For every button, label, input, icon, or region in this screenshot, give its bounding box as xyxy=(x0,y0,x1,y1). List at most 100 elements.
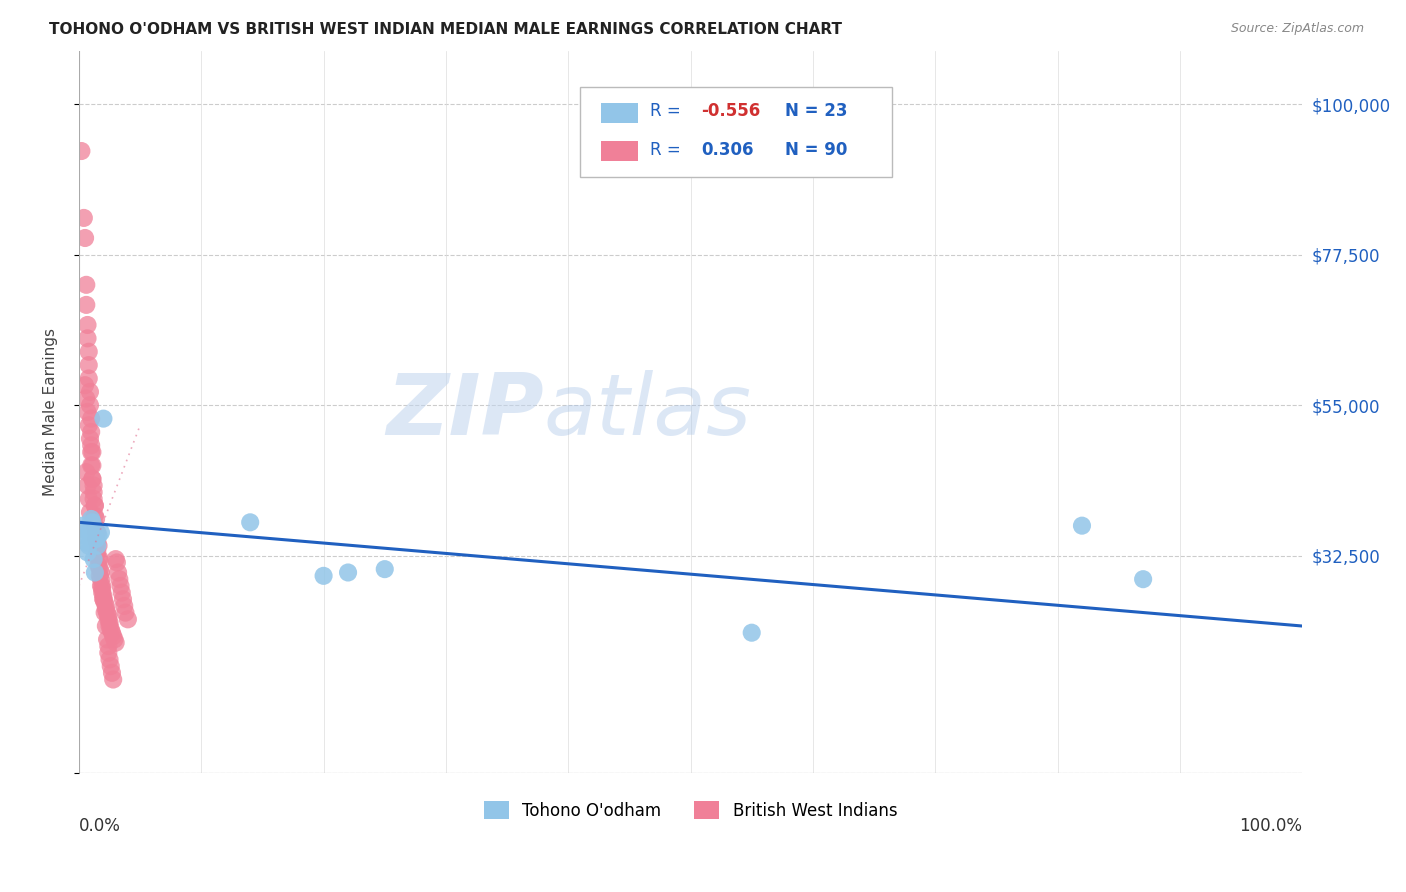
Point xyxy=(741,625,763,640)
Point xyxy=(80,445,103,459)
Point xyxy=(76,405,98,419)
Point xyxy=(117,612,139,626)
Point xyxy=(93,596,115,610)
Point xyxy=(86,535,108,549)
Point xyxy=(83,499,105,513)
Legend: Tohono O'odham, British West Indians: Tohono O'odham, British West Indians xyxy=(477,795,904,826)
Point xyxy=(103,632,125,647)
Point xyxy=(75,231,97,245)
Point xyxy=(79,384,101,399)
Point xyxy=(83,508,105,523)
Point xyxy=(83,518,105,533)
Point xyxy=(82,458,104,473)
Point xyxy=(86,525,108,540)
Point xyxy=(93,592,115,607)
Point xyxy=(101,665,124,680)
Point xyxy=(79,432,101,446)
Text: N = 90: N = 90 xyxy=(785,141,846,159)
Point xyxy=(374,562,396,576)
Bar xyxy=(602,141,638,161)
Text: R =: R = xyxy=(650,102,686,120)
Point xyxy=(105,556,128,570)
Point xyxy=(101,625,124,640)
Point xyxy=(103,629,125,643)
Point xyxy=(90,572,112,586)
Text: -0.556: -0.556 xyxy=(702,102,761,120)
Text: Source: ZipAtlas.com: Source: ZipAtlas.com xyxy=(1230,22,1364,36)
Point xyxy=(107,566,129,580)
Point xyxy=(111,585,134,599)
Point xyxy=(91,582,114,597)
Point xyxy=(93,411,115,425)
Point xyxy=(75,535,97,549)
Point xyxy=(75,298,97,312)
Point xyxy=(83,552,105,566)
Point xyxy=(75,277,97,292)
Point xyxy=(87,558,110,573)
Point xyxy=(77,418,100,433)
Point xyxy=(239,516,262,530)
Point xyxy=(1132,572,1154,586)
Point xyxy=(337,566,360,580)
Text: N = 23: N = 23 xyxy=(785,102,848,120)
Point xyxy=(96,606,118,620)
Point xyxy=(84,525,107,540)
Point xyxy=(77,358,100,372)
Point xyxy=(97,639,120,653)
Point xyxy=(76,478,98,492)
Point xyxy=(94,599,117,613)
Point xyxy=(83,491,105,506)
Point xyxy=(97,612,120,626)
Point xyxy=(76,331,98,345)
Point xyxy=(82,516,104,530)
Point xyxy=(100,623,122,637)
Point xyxy=(108,572,131,586)
Point xyxy=(80,458,103,473)
FancyBboxPatch shape xyxy=(581,87,893,178)
Point xyxy=(82,472,104,486)
Y-axis label: Median Male Earnings: Median Male Earnings xyxy=(44,328,58,496)
Point xyxy=(93,592,115,607)
Point xyxy=(90,525,112,540)
Point xyxy=(91,579,114,593)
Point xyxy=(87,552,110,566)
Text: 0.0%: 0.0% xyxy=(79,816,121,835)
Point xyxy=(73,522,96,536)
Bar xyxy=(602,103,638,123)
Text: R =: R = xyxy=(650,141,686,159)
Point xyxy=(75,529,97,543)
Point xyxy=(90,566,112,580)
Point xyxy=(79,398,101,412)
Point xyxy=(83,478,105,492)
Point xyxy=(80,425,103,439)
Point xyxy=(73,211,96,225)
Point xyxy=(84,532,107,546)
Point xyxy=(82,445,104,459)
Point xyxy=(84,532,107,546)
Point xyxy=(83,485,105,500)
Point xyxy=(98,652,121,666)
Point xyxy=(87,539,110,553)
Point xyxy=(75,378,97,392)
Point xyxy=(77,344,100,359)
Point xyxy=(104,552,127,566)
Point xyxy=(93,606,115,620)
Point xyxy=(89,562,111,576)
Point xyxy=(93,589,115,603)
Point xyxy=(80,411,103,425)
Point xyxy=(79,525,101,540)
Point xyxy=(100,659,122,673)
Text: TOHONO O'ODHAM VS BRITISH WEST INDIAN MEDIAN MALE EARNINGS CORRELATION CHART: TOHONO O'ODHAM VS BRITISH WEST INDIAN ME… xyxy=(49,22,842,37)
Point xyxy=(114,606,136,620)
Point xyxy=(112,599,135,613)
Point xyxy=(77,491,100,506)
Point xyxy=(104,636,127,650)
Point xyxy=(94,602,117,616)
Point xyxy=(80,512,103,526)
Point xyxy=(111,592,134,607)
Point xyxy=(98,615,121,630)
Point xyxy=(77,371,100,385)
Point xyxy=(75,465,97,479)
Point xyxy=(79,505,101,519)
Point xyxy=(75,392,97,406)
